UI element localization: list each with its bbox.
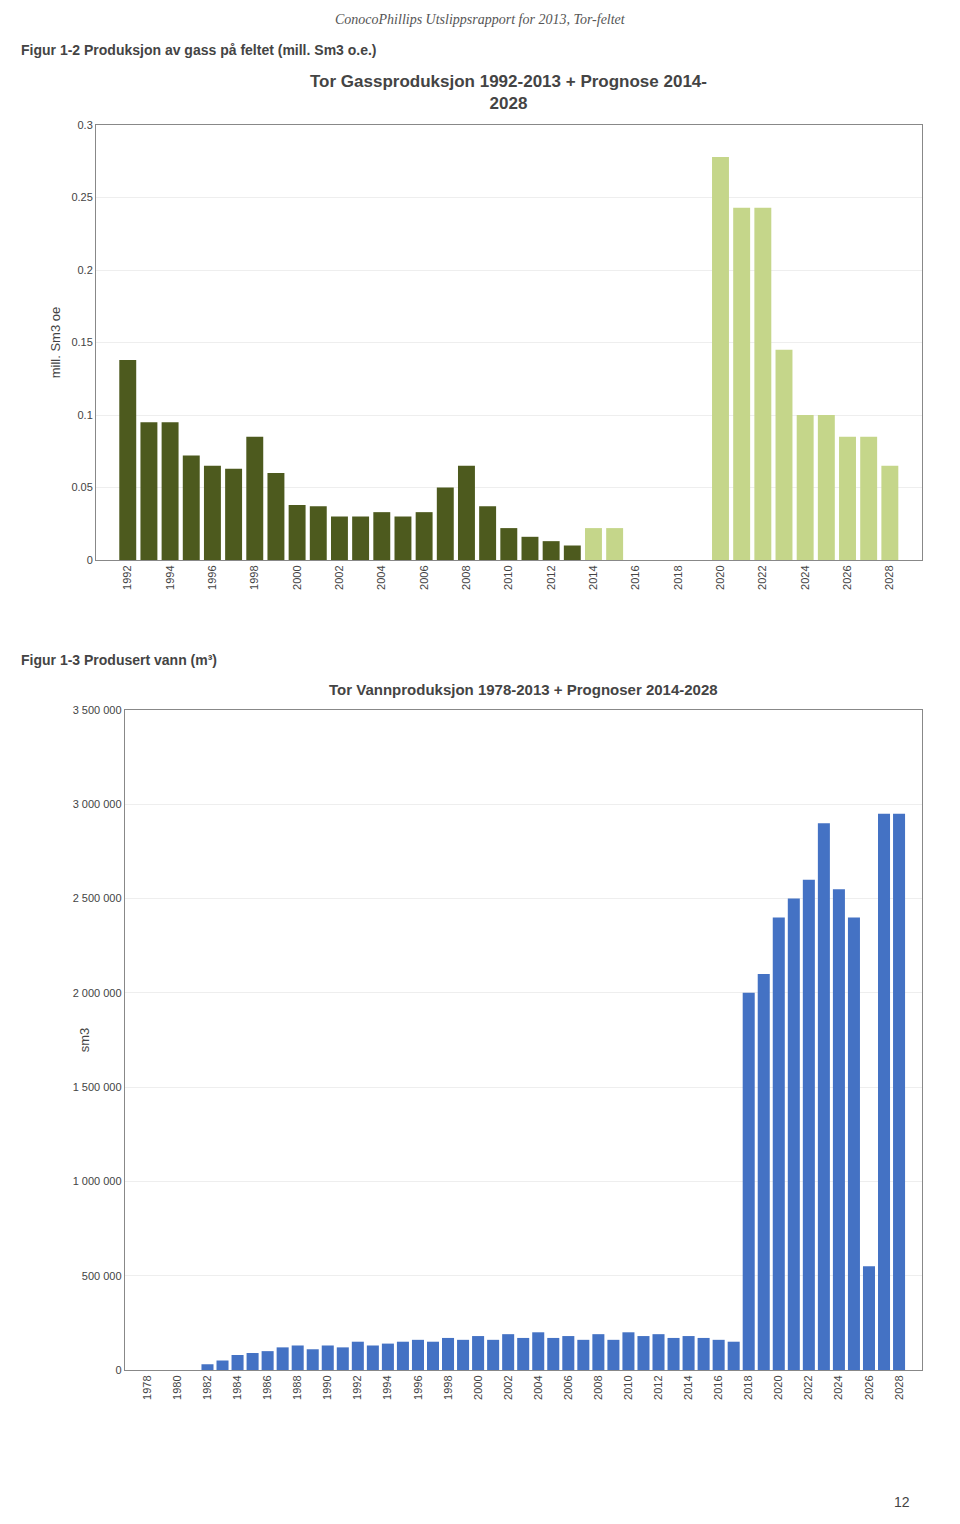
svg-text:Figur 1-3 Produsert vann (m³): Figur 1-3 Produsert vann (m³) <box>21 652 217 668</box>
svg-text:2016: 2016 <box>712 1375 724 1399</box>
svg-text:1988: 1988 <box>291 1375 303 1399</box>
svg-text:1984: 1984 <box>231 1375 243 1399</box>
svg-text:2024: 2024 <box>832 1375 844 1399</box>
svg-text:1996: 1996 <box>206 565 218 589</box>
svg-text:2020: 2020 <box>772 1375 784 1399</box>
svg-text:3 500 000: 3 500 000 <box>73 704 122 716</box>
svg-text:2 500 000: 2 500 000 <box>73 892 122 904</box>
svg-text:2026: 2026 <box>841 565 853 589</box>
svg-text:2000: 2000 <box>291 565 303 589</box>
svg-text:2014: 2014 <box>587 565 599 589</box>
svg-text:2012: 2012 <box>652 1375 664 1399</box>
svg-text:12: 12 <box>894 1494 910 1510</box>
svg-text:Tor Vannproduksjon 1978-2013 +: Tor Vannproduksjon 1978-2013 + Prognoser… <box>329 681 718 698</box>
svg-text:2022: 2022 <box>802 1375 814 1399</box>
svg-text:2010: 2010 <box>502 565 514 589</box>
svg-text:1996: 1996 <box>412 1375 424 1399</box>
svg-text:1978: 1978 <box>141 1375 153 1399</box>
svg-text:2006: 2006 <box>562 1375 574 1399</box>
svg-text:2016: 2016 <box>629 565 641 589</box>
svg-text:0.25: 0.25 <box>71 191 92 203</box>
svg-text:1 000 000: 1 000 000 <box>73 1175 122 1187</box>
svg-text:1990: 1990 <box>321 1375 333 1399</box>
svg-text:2028: 2028 <box>883 565 895 589</box>
svg-text:0: 0 <box>115 1364 121 1376</box>
svg-text:1992: 1992 <box>351 1375 363 1399</box>
svg-text:0.3: 0.3 <box>78 119 93 131</box>
svg-text:2012: 2012 <box>545 565 557 589</box>
svg-text:2000: 2000 <box>472 1375 484 1399</box>
svg-text:2008: 2008 <box>592 1375 604 1399</box>
svg-text:2024: 2024 <box>799 565 811 589</box>
svg-text:1994: 1994 <box>381 1375 393 1399</box>
svg-text:2020: 2020 <box>714 565 726 589</box>
svg-text:0: 0 <box>87 554 93 566</box>
svg-text:2022: 2022 <box>756 565 768 589</box>
svg-text:2002: 2002 <box>333 565 345 589</box>
svg-text:2006: 2006 <box>418 565 430 589</box>
svg-text:1998: 1998 <box>442 1375 454 1399</box>
svg-text:2002: 2002 <box>502 1375 514 1399</box>
svg-text:2028: 2028 <box>893 1375 905 1399</box>
svg-text:1982: 1982 <box>201 1375 213 1399</box>
svg-text:sm3: sm3 <box>77 1028 92 1053</box>
svg-text:2010: 2010 <box>622 1375 634 1399</box>
svg-text:Figur 1-2 Produksjon av gass p: Figur 1-2 Produksjon av gass på feltet (… <box>21 42 377 58</box>
svg-text:2018: 2018 <box>742 1375 754 1399</box>
svg-text:1994: 1994 <box>164 565 176 589</box>
svg-text:2 000 000: 2 000 000 <box>73 987 122 999</box>
svg-text:1980: 1980 <box>171 1375 183 1399</box>
svg-text:0.05: 0.05 <box>71 481 92 493</box>
svg-text:500 000: 500 000 <box>82 1270 122 1282</box>
svg-text:2004: 2004 <box>375 565 387 589</box>
svg-text:2018: 2018 <box>672 565 684 589</box>
svg-text:0.1: 0.1 <box>78 409 93 421</box>
svg-text:1998: 1998 <box>248 565 260 589</box>
svg-text:1992: 1992 <box>121 565 133 589</box>
svg-text:3 000 000: 3 000 000 <box>73 798 122 810</box>
svg-text:Tor Gassproduksjon 1992-2013 +: Tor Gassproduksjon 1992-2013 + Prognose … <box>310 72 707 113</box>
svg-text:1986: 1986 <box>261 1375 273 1399</box>
svg-text:2026: 2026 <box>863 1375 875 1399</box>
svg-text:2008: 2008 <box>460 565 472 589</box>
svg-text:0.2: 0.2 <box>78 264 93 276</box>
svg-text:mill. Sm3 oe: mill. Sm3 oe <box>48 307 63 379</box>
svg-text:0.15: 0.15 <box>71 336 92 348</box>
svg-text:ConocoPhillips Utslippsrapport: ConocoPhillips Utslippsrapport for 2013,… <box>335 12 626 27</box>
svg-text:2014: 2014 <box>682 1375 694 1399</box>
svg-text:1 500 000: 1 500 000 <box>73 1081 122 1093</box>
svg-text:2004: 2004 <box>532 1375 544 1399</box>
